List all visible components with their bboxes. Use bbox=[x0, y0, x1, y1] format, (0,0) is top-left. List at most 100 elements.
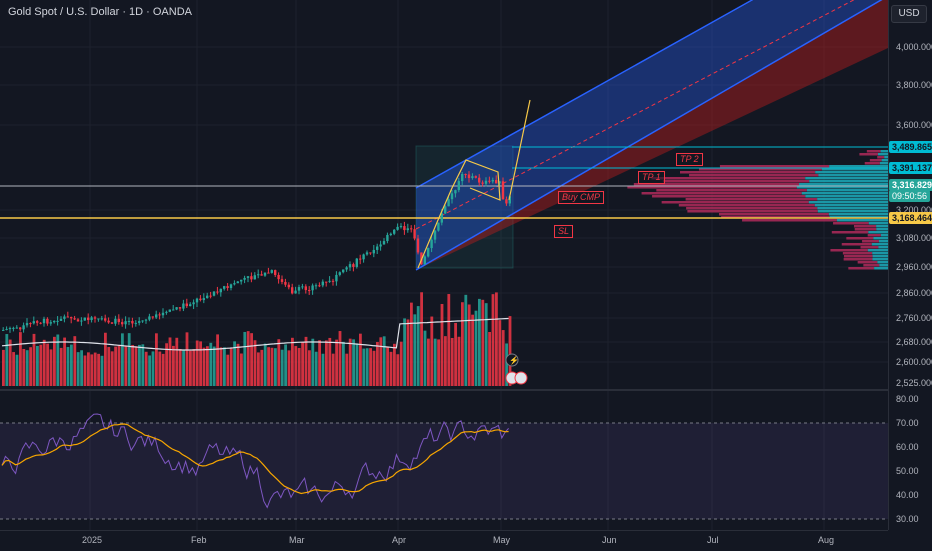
sl-price-badge: 3,168.464 bbox=[889, 212, 932, 224]
candle-body bbox=[488, 180, 491, 182]
candle-body bbox=[250, 276, 253, 280]
volume-profile-bar bbox=[877, 261, 888, 264]
volume-bar bbox=[32, 333, 36, 386]
candle-body bbox=[450, 193, 454, 200]
volume-bar bbox=[172, 345, 175, 386]
volume-bar bbox=[318, 340, 321, 386]
tp1-price-badge: 3,391.137 bbox=[889, 162, 932, 174]
volume-bar bbox=[240, 353, 243, 386]
volume-profile-bar bbox=[641, 192, 802, 195]
volume-bar bbox=[5, 334, 9, 386]
volume-bar bbox=[46, 343, 49, 386]
price-axis[interactable] bbox=[888, 0, 932, 530]
price-tick: 2,525.000 bbox=[896, 378, 932, 388]
candle-body bbox=[155, 314, 158, 318]
volume-bar bbox=[355, 343, 359, 386]
candle-body bbox=[491, 180, 494, 182]
candle-body bbox=[263, 272, 267, 276]
candle-body bbox=[229, 284, 233, 289]
candle-body bbox=[8, 328, 12, 330]
volume-bar bbox=[403, 318, 406, 386]
volume-bar bbox=[430, 316, 434, 386]
candle-body bbox=[444, 206, 447, 214]
volume-bar bbox=[63, 337, 66, 386]
candle-body bbox=[454, 190, 457, 194]
volume-bar bbox=[168, 337, 172, 386]
candle-body bbox=[76, 319, 80, 322]
volume-bar bbox=[413, 314, 417, 386]
volume-bars bbox=[2, 292, 512, 386]
volume-bar bbox=[263, 343, 267, 386]
volume-bar bbox=[56, 334, 60, 386]
channel-top-line[interactable] bbox=[415, 0, 770, 189]
candle-body bbox=[369, 252, 372, 254]
volume-profile-bar bbox=[687, 210, 818, 213]
volume-bar bbox=[393, 343, 396, 386]
candle-body bbox=[49, 322, 52, 324]
lightning-icon[interactable] bbox=[505, 353, 519, 367]
candle-body bbox=[416, 238, 420, 253]
candle-body bbox=[236, 281, 239, 284]
volume-bar bbox=[308, 350, 311, 386]
candle-body bbox=[131, 320, 134, 324]
volume-bar bbox=[253, 340, 257, 386]
volume-bar bbox=[508, 316, 512, 386]
volume-bar bbox=[117, 345, 121, 386]
currency-button[interactable]: USD bbox=[891, 5, 927, 23]
volume-bar bbox=[335, 339, 338, 386]
volume-profile-bar bbox=[662, 180, 810, 183]
volume-profile-bar bbox=[689, 174, 819, 177]
volume-bar bbox=[450, 337, 454, 386]
lightning-glyph: ⚡ bbox=[509, 355, 519, 365]
tp2-label[interactable]: TP 2 bbox=[676, 153, 703, 166]
rsi-tick: 30.00 bbox=[896, 514, 919, 524]
buy-cmp-label[interactable]: Buy CMP bbox=[558, 191, 605, 204]
candle-body bbox=[141, 320, 144, 322]
time-tick: Jun bbox=[602, 535, 617, 545]
flag-icon-2[interactable] bbox=[514, 371, 528, 385]
projection-line[interactable] bbox=[508, 99, 531, 201]
candle-body bbox=[267, 272, 270, 274]
price-tick: 3,080.000 bbox=[896, 233, 932, 243]
candle-body bbox=[189, 304, 192, 307]
time-axis[interactable] bbox=[0, 530, 888, 551]
candle-body bbox=[423, 256, 426, 265]
volume-bar bbox=[495, 292, 498, 386]
volume-bar bbox=[134, 346, 138, 386]
candle-body bbox=[501, 181, 505, 200]
candle-body bbox=[144, 319, 148, 321]
candle-body bbox=[379, 244, 382, 247]
volume-bar bbox=[155, 333, 158, 386]
volume-profile-bar bbox=[881, 159, 888, 162]
volume-profile-bar bbox=[815, 171, 888, 174]
volume-bar bbox=[331, 353, 335, 386]
channel-lower-band[interactable] bbox=[416, 0, 888, 270]
price-chart-canvas[interactable]: ⚡ bbox=[0, 0, 888, 530]
candle-body bbox=[195, 298, 199, 303]
candle-body bbox=[304, 286, 307, 291]
volume-profile-bar bbox=[828, 213, 888, 216]
volume-profile-bar bbox=[862, 240, 879, 243]
candle-body bbox=[134, 322, 137, 324]
candle-body bbox=[206, 295, 209, 299]
sl-label[interactable]: SL bbox=[554, 225, 574, 238]
candle-body bbox=[274, 270, 277, 275]
volume-bar bbox=[297, 348, 301, 386]
volume-bar bbox=[25, 350, 29, 386]
candle-body bbox=[311, 285, 314, 291]
channel-mid-line[interactable] bbox=[415, 0, 888, 230]
volume-profile-bar bbox=[842, 252, 873, 255]
rsi-tick: 80.00 bbox=[896, 394, 919, 404]
candle-body bbox=[437, 222, 440, 231]
volume-bar bbox=[325, 340, 328, 386]
chart-area[interactable]: ⚡ Gold Spot / U.S. Dollar · 1D · OANDA T… bbox=[0, 0, 888, 530]
channel-bottom-line[interactable] bbox=[415, 0, 888, 271]
volume-bar bbox=[382, 336, 386, 386]
time-tick: 2025 bbox=[82, 535, 103, 545]
candle-body bbox=[212, 291, 216, 296]
tp1-label[interactable]: TP 1 bbox=[638, 171, 665, 184]
trend-drawing-lines[interactable] bbox=[417, 159, 501, 269]
volume-profile-bar bbox=[872, 258, 888, 261]
candle-body bbox=[403, 226, 406, 231]
price-tick: 3,200.000 bbox=[896, 205, 932, 215]
